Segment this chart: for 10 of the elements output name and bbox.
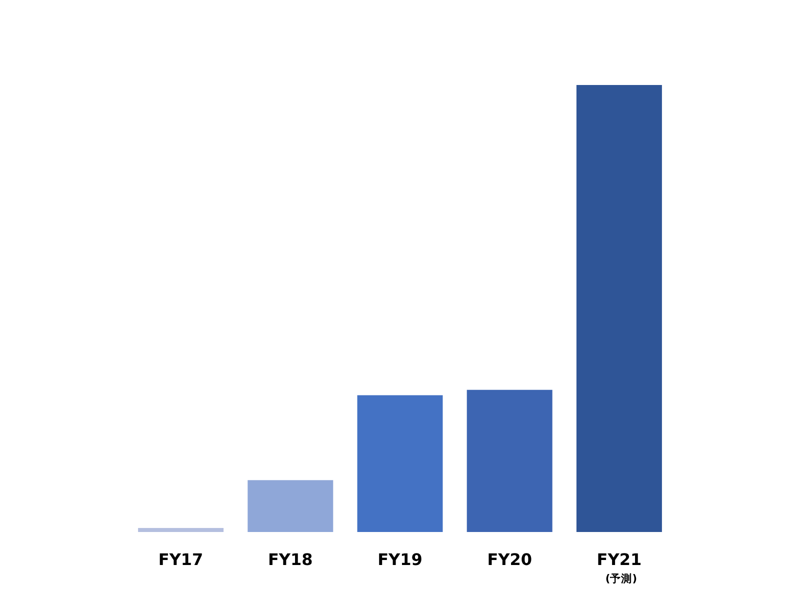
- bar: [576, 85, 662, 532]
- x-tick-label: FY21 (予測): [596, 550, 642, 585]
- x-tick-label: FY17: [158, 550, 204, 569]
- bar: [466, 390, 552, 532]
- bar: [138, 528, 224, 532]
- bar: [248, 480, 334, 532]
- x-tick-label: FY20: [487, 550, 532, 569]
- x-tick-label: FY18: [268, 550, 313, 569]
- bar: [357, 395, 443, 532]
- x-tick-label: FY19: [378, 550, 422, 569]
